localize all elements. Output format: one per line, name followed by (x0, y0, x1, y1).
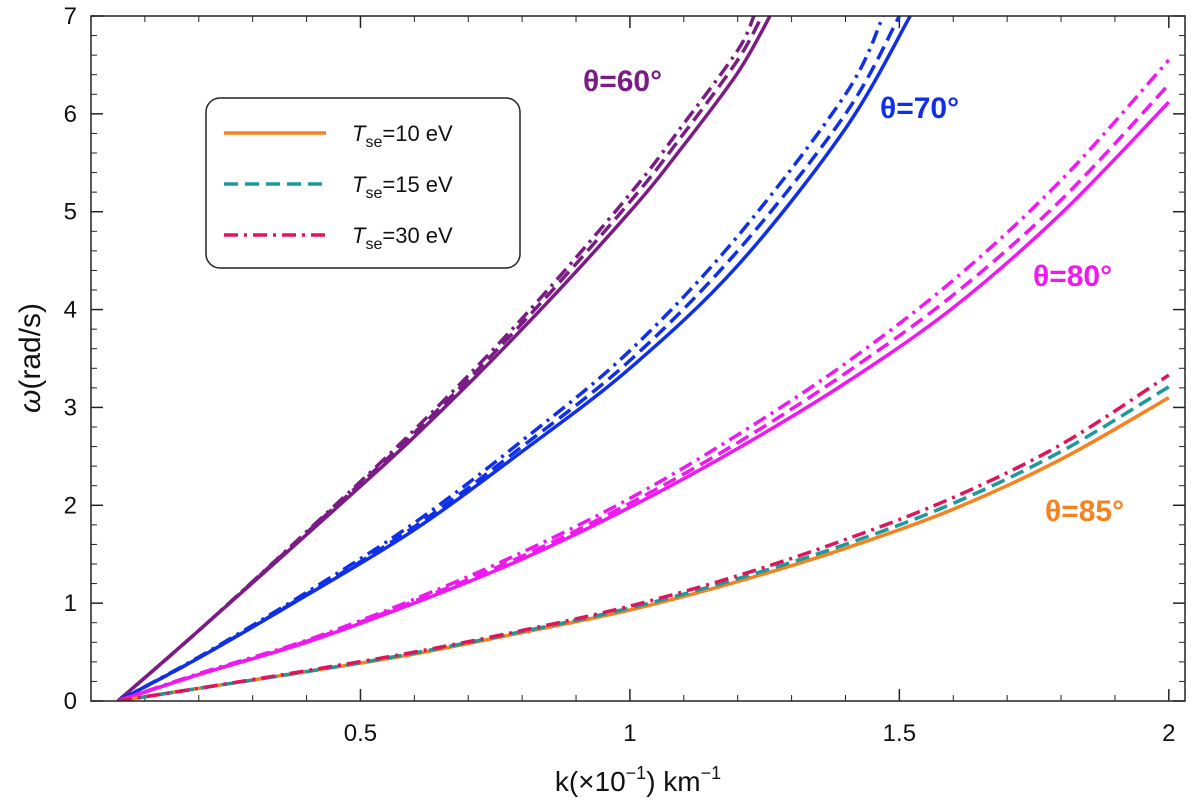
series-theta-85-dashdot (117, 373, 1170, 701)
legend-box (205, 97, 521, 269)
y-tick-label: 7 (64, 3, 77, 30)
legend-label: Tse=30 eV (352, 223, 453, 253)
y-tick-label: 0 (64, 688, 77, 715)
annotation-theta-80: θ=80° (1033, 260, 1112, 293)
x-axis-ticks: 0.5 1 1.5 2 (144, 16, 1176, 747)
x-tick-label: 2 (1162, 720, 1175, 747)
legend-entry-30ev: Tse=30 eV (224, 223, 453, 253)
y-axis-title: ω(rad/s) (14, 303, 47, 413)
y-tick-label: 4 (64, 297, 77, 324)
legend: Tse=10 eV Tse=15 eV Tse=30 eV (205, 97, 521, 269)
y-tick-label: 6 (64, 101, 77, 128)
y-tick-label: 5 (64, 199, 77, 226)
series-theta-60-dashdot (116, 16, 756, 701)
plot-frame (90, 15, 1186, 702)
y-tick-label: 1 (64, 590, 77, 617)
y-tick-label: 2 (64, 492, 77, 519)
annotation-theta-60: θ=60° (583, 65, 662, 98)
series-layer (116, 16, 1171, 701)
legend-entry-15ev: Tse=15 eV (224, 172, 453, 202)
x-tick-label: 0.5 (344, 720, 377, 747)
annotation-theta-70: θ=70° (880, 92, 959, 125)
x-tick-label: 1.5 (883, 720, 916, 747)
annotation-theta-85: θ=85° (1045, 495, 1124, 528)
series-theta-70-dashdot (117, 16, 885, 701)
y-axis-ticks: 0 1 2 3 4 5 6 7 (64, 3, 1185, 715)
legend-entry-10ev: Tse=10 eV (224, 121, 453, 151)
curve-annotations: θ=60° θ=70° θ=80° θ=85° (583, 65, 1124, 528)
x-tick-label: 1 (623, 720, 636, 747)
series-theta-80-dashdot (117, 58, 1171, 701)
x-axis-title: k(×10−1) km−1 (555, 763, 721, 797)
series-theta-85-dashed (117, 385, 1170, 701)
series-theta-80-dashed (117, 83, 1171, 701)
legend-label: Tse=15 eV (352, 172, 453, 202)
y-tick-label: 3 (64, 394, 77, 421)
legend-label: Tse=10 eV (352, 121, 453, 151)
